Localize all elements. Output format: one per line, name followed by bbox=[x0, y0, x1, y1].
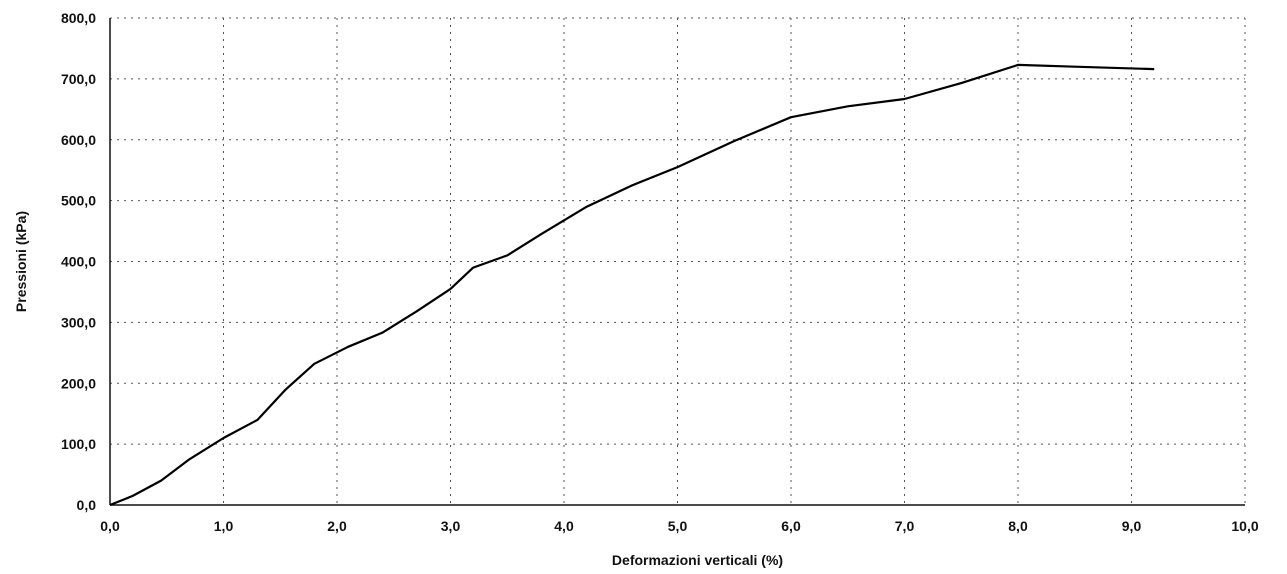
x-tick-label: 5,0 bbox=[668, 518, 688, 534]
y-tick-label: 500,0 bbox=[61, 193, 96, 209]
grid bbox=[110, 17, 1246, 505]
x-tick-label: 8,0 bbox=[1008, 518, 1028, 534]
x-tick-label: 6,0 bbox=[781, 518, 801, 534]
y-axis-label: Pressioni (kPa) bbox=[13, 211, 29, 312]
x-tick-label: 2,0 bbox=[327, 518, 347, 534]
y-tick-label: 200,0 bbox=[61, 375, 96, 391]
y-tick-label: 100,0 bbox=[61, 436, 96, 452]
x-axis-label: Deformazioni verticali (%) bbox=[612, 552, 783, 568]
y-tick-label: 0,0 bbox=[77, 497, 97, 513]
x-tick-label: 3,0 bbox=[441, 518, 461, 534]
axes bbox=[109, 18, 1245, 506]
series-line bbox=[109, 63, 1155, 507]
tick-labels: 0,0 1,0 2,0 3,0 4,0 5,0 6,0 7,0 8,0 9,0 10,0 0,0 100… bbox=[61, 10, 1259, 534]
x-tick-label: 9,0 bbox=[1122, 518, 1142, 534]
x-tick-label: 4,0 bbox=[554, 518, 574, 534]
x-tick-label: 1,0 bbox=[214, 518, 234, 534]
y-tick-label: 700,0 bbox=[61, 71, 96, 87]
y-tick-label: 300,0 bbox=[61, 314, 96, 330]
y-tick-label: 600,0 bbox=[61, 132, 96, 148]
y-tick-label: 400,0 bbox=[61, 254, 96, 270]
x-tick-label: 10,0 bbox=[1231, 518, 1258, 534]
x-tick-label: 7,0 bbox=[895, 518, 915, 534]
y-tick-label: 800,0 bbox=[61, 10, 96, 26]
series-group bbox=[109, 63, 1155, 507]
x-tick-label: 0,0 bbox=[100, 518, 120, 534]
